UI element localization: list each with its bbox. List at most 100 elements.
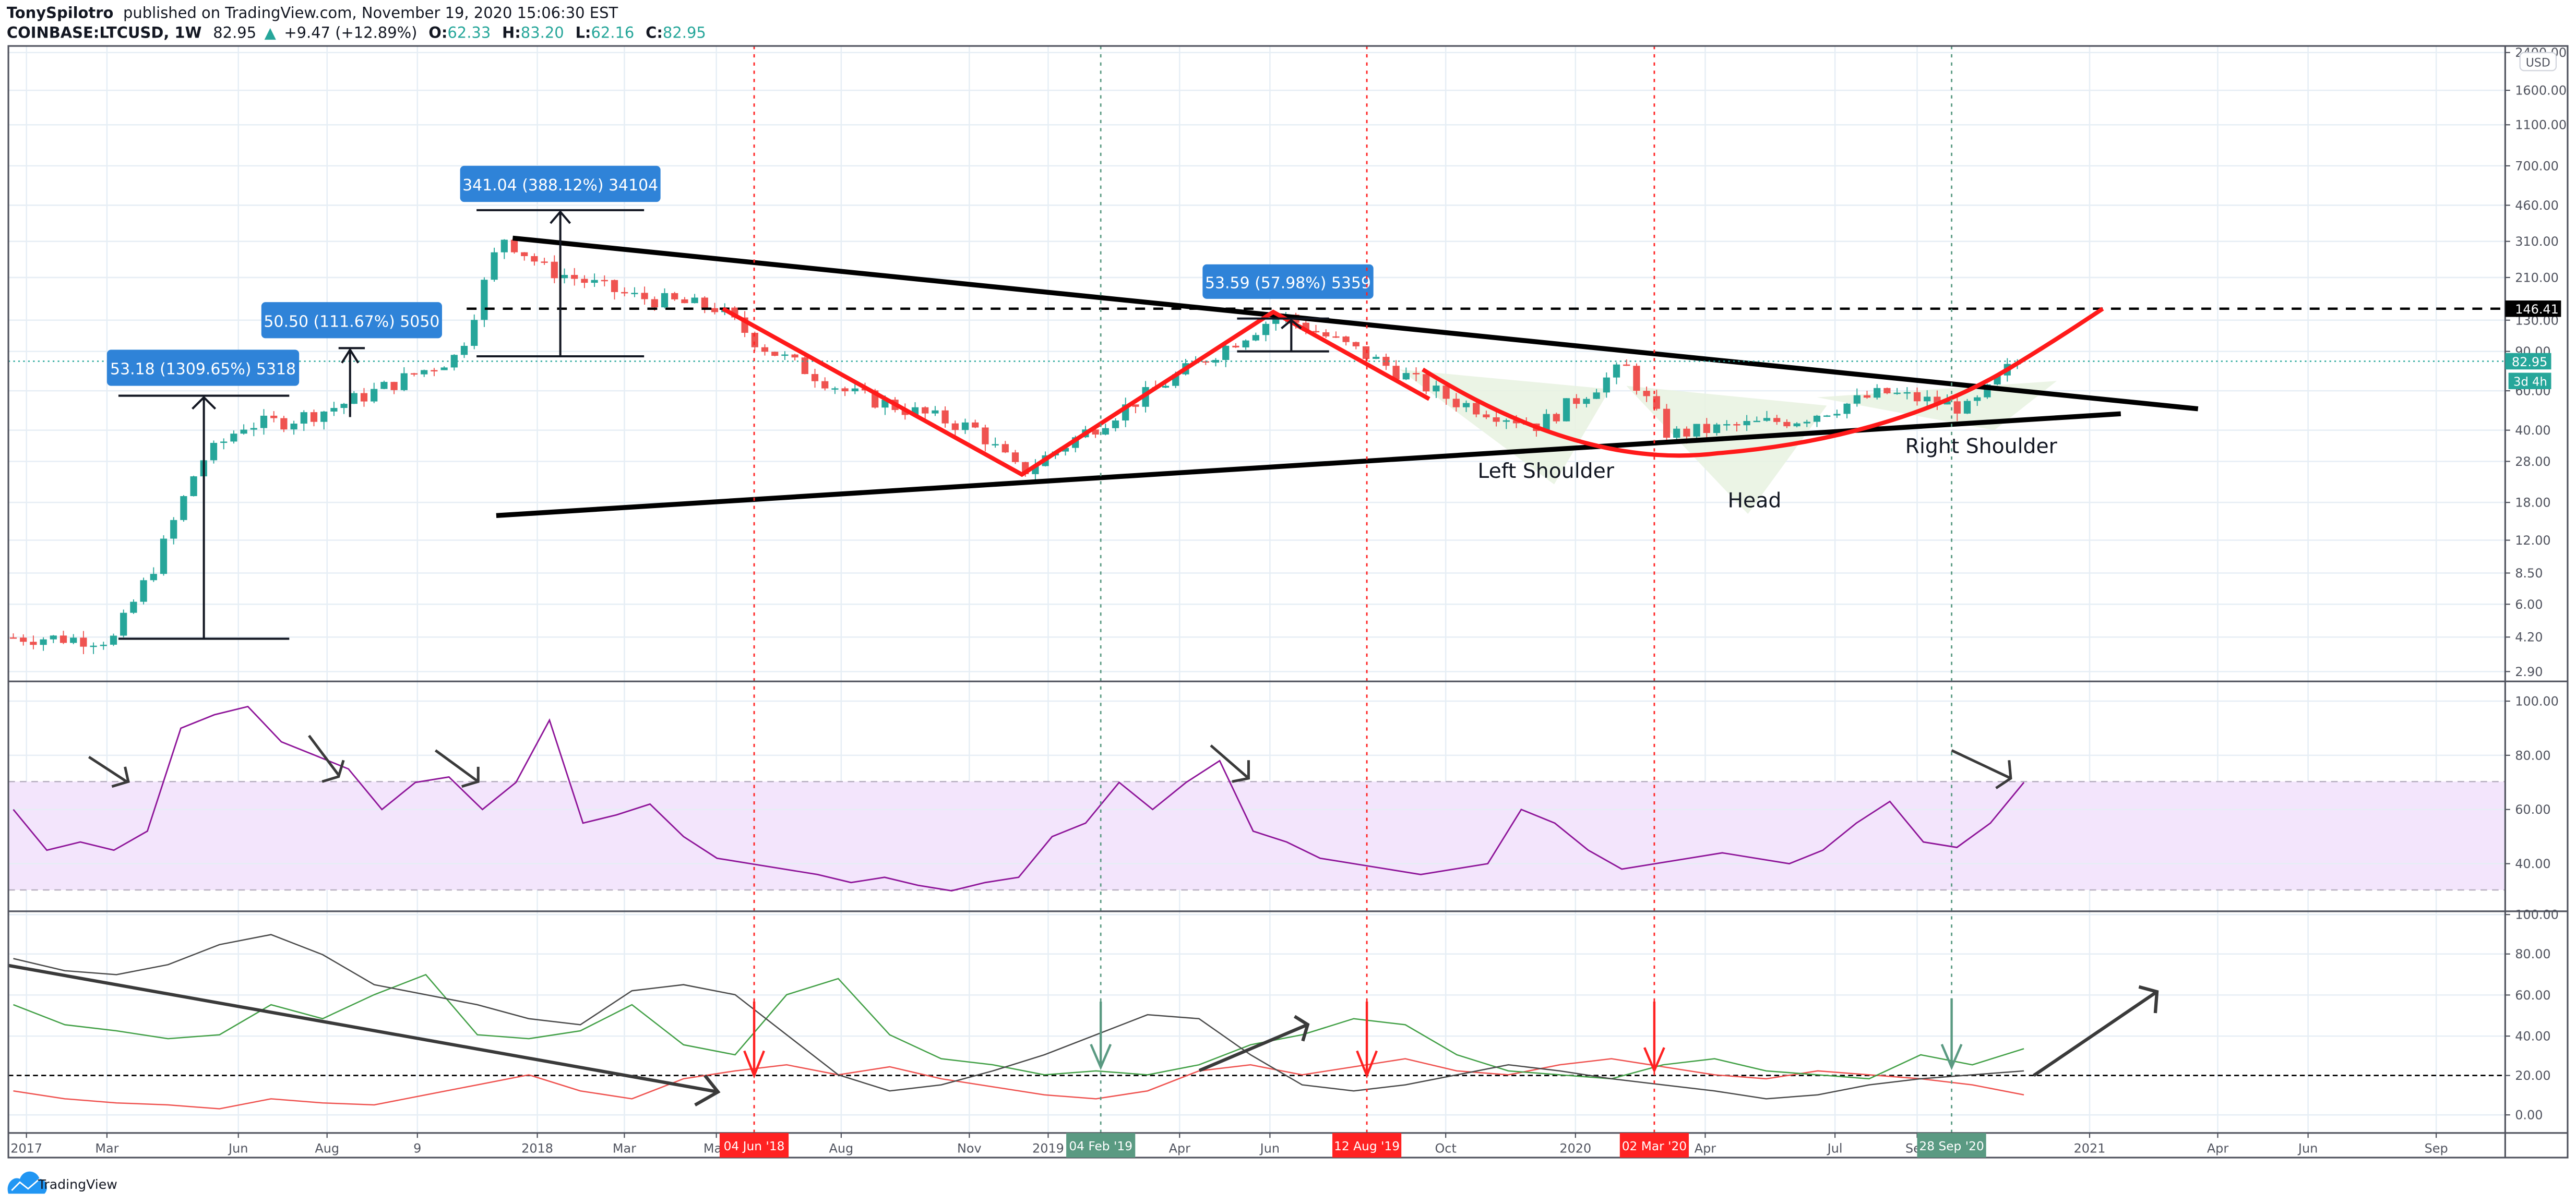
rsi-band: [8, 781, 2506, 890]
currency-label: USD: [2526, 56, 2550, 69]
arrow-icon: [2033, 985, 2159, 1077]
rsi-tick-label: 40.00: [2515, 857, 2550, 871]
time-tick-label: Jun: [2297, 1141, 2318, 1156]
price-axis[interactable]: 2400.001600.001100.00700.00460.00310.002…: [2505, 45, 2567, 679]
brand-name: TradingView: [38, 1177, 117, 1192]
time-tick-label: Sep: [2425, 1141, 2448, 1156]
high-label: H:: [502, 23, 521, 41]
price-pane[interactable]: 53.18 (1309.65%) 5318 50.50 (111.67%) 50…: [8, 165, 2506, 654]
price-range-measure-1[interactable]: [118, 394, 290, 640]
rsi-tick-label: 60.00: [2515, 802, 2550, 817]
time-tick-label: Aug: [829, 1141, 854, 1156]
low-value: 62.16: [591, 23, 634, 41]
time-tick-label: 2017: [10, 1141, 42, 1156]
rsi-pane[interactable]: [8, 705, 2506, 892]
date-marker-tag: [1332, 1133, 1402, 1158]
head-label[interactable]: Head: [1727, 489, 1781, 513]
symbol-title[interactable]: COINBASE:LTCUSD, 1W: [7, 23, 202, 41]
price-range-measure-3[interactable]: [476, 209, 645, 358]
time-tick-label: Jun: [228, 1141, 248, 1156]
measure-2-label[interactable]: [261, 302, 443, 339]
date-marker-tag: [1066, 1133, 1136, 1158]
time-tick-label: Mar: [95, 1141, 118, 1156]
last-price: 82.95: [213, 23, 256, 41]
candlestick-series: [9, 239, 2021, 654]
price-tick-label: 12.00: [2515, 533, 2550, 548]
pane-borders: [7, 45, 2569, 1159]
triangle-resistance-line[interactable]: [512, 235, 2199, 412]
price-range-measure-2[interactable]: [338, 347, 365, 417]
last-price-text: 82.95: [2512, 355, 2547, 369]
dmi-axis[interactable]: 100.00 80.00 60.00 40.00 20.00 0.00: [2505, 908, 2559, 1123]
date-marker-text: 04 Feb '19: [1069, 1139, 1132, 1153]
footer-logo[interactable]: TradingView: [7, 1171, 117, 1194]
measure-2-text: 50.50 (111.67%) 5050: [264, 312, 439, 331]
arrow-icon: [1210, 744, 1250, 783]
price-tick-label: 1100.00: [2515, 118, 2567, 133]
measure-4-label[interactable]: [1202, 264, 1374, 299]
price-tick-label: 310.00: [2515, 234, 2559, 249]
close-value: 82.95: [663, 23, 706, 41]
marker-28-sep-20: [1940, 46, 1963, 1133]
svg-text:COINBASE:LTCUSD, 1W 82.9: COINBASE:LTCUSD, 1W 82.95 ▲ +9.47 (+12.8…: [7, 23, 706, 41]
date-marker-text: 04 Jun '18: [724, 1139, 785, 1153]
time-tick-label: Oct: [1435, 1141, 1456, 1156]
dmi-pane[interactable]: [8, 934, 2506, 1110]
dmi-trend-arrows: [8, 964, 2159, 1107]
price-tick-label: 460.00: [2515, 198, 2559, 213]
time-tick-label: 2018: [521, 1141, 553, 1156]
dmi-adx-line: [13, 934, 2024, 1100]
time-tick-label: Apr: [1695, 1141, 1716, 1156]
header: TonySpilotro published on TradingView.co…: [7, 4, 706, 42]
low-label: L:: [575, 23, 591, 41]
rsi-arrows: [88, 735, 2012, 789]
measure-3-label[interactable]: [460, 165, 661, 202]
dmi-tick-label: 80.00: [2515, 947, 2550, 961]
time-tick-label: 2020: [1559, 1141, 1591, 1156]
date-marker-tag: [1917, 1133, 1986, 1158]
cup-arc-drawing[interactable]: [1421, 307, 2104, 458]
v-shape-drawing[interactable]: [722, 307, 1430, 477]
close-label: C:: [646, 23, 663, 41]
time-tick-label: Jun: [1259, 1141, 1280, 1156]
arrow-icon: [1198, 1015, 1310, 1073]
arrow-icon: [1951, 749, 2012, 789]
dmi-tick-label: 0.00: [2515, 1108, 2543, 1123]
left-shoulder-label[interactable]: Left Shoulder: [1477, 459, 1614, 483]
date-marker-text: 02 Mar '20: [1622, 1139, 1687, 1153]
dmi-tick-label: 40.00: [2515, 1029, 2550, 1044]
event-markers: [743, 46, 1963, 1133]
arrow-icon: [8, 964, 721, 1107]
publish-info: published on TradingView.com, November 1…: [123, 4, 618, 22]
countdown-text: 3d 4h: [2513, 376, 2547, 389]
time-tick-label: Nov: [957, 1141, 982, 1156]
measure-4-text: 53.59 (57.98%) 5359: [1205, 274, 1371, 292]
open-label: O:: [428, 23, 447, 41]
rsi-axis[interactable]: 100.00 80.00 60.00 40.00: [2505, 694, 2559, 871]
currency-badge[interactable]: [2519, 52, 2557, 71]
measure-3-text: 341.04 (388.12%) 34104: [462, 176, 658, 195]
rsi-tick-label: 80.00: [2515, 748, 2550, 763]
rsi-line: [13, 705, 2025, 892]
last-price-tag: [2505, 353, 2551, 370]
time-tick-label: Jul: [1827, 1141, 1843, 1156]
triangle-support-line[interactable]: [496, 411, 2121, 519]
price-tick-label: 4.20: [2515, 630, 2543, 645]
right-shoulder-label[interactable]: Right Shoulder: [1905, 435, 2058, 459]
arrow-icon: [434, 749, 480, 788]
rsi-tick-label: 100.00: [2515, 694, 2559, 708]
time-tick-label: Aug: [315, 1141, 339, 1156]
time-axis[interactable]: 2017 Mar Jun Aug 9 2018 Mar May Aug Nov 2019 Apr Jun…: [10, 1133, 2448, 1158]
price-tick-label: 210.00: [2515, 270, 2559, 285]
author-name[interactable]: TonySpilotro: [7, 4, 114, 22]
countdown-tag: [2508, 372, 2551, 389]
resistance-price-text: 146.41: [2515, 302, 2559, 317]
measure-1-label[interactable]: [106, 350, 300, 386]
price-range-measure-4[interactable]: [1237, 317, 1329, 353]
date-marker-tag: [719, 1133, 789, 1158]
high-value: 83.20: [521, 23, 564, 41]
open-value: 62.33: [447, 23, 491, 41]
up-triangle-icon: ▲: [265, 23, 277, 41]
